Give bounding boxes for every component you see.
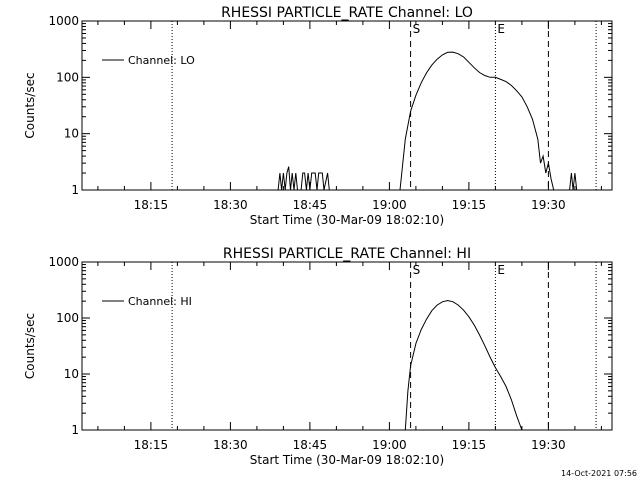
plot-frame bbox=[81, 261, 613, 431]
plot-frame bbox=[81, 20, 613, 191]
x-tick-label: 18:15 bbox=[134, 198, 169, 212]
y-axis-label: Counts/sec bbox=[23, 313, 37, 379]
x-tick-label: 19:30 bbox=[531, 438, 566, 452]
series-line bbox=[277, 166, 330, 191]
x-tick-label: 18:15 bbox=[134, 438, 169, 452]
footer-timestamp: 14-Oct-2021 07:56 bbox=[561, 469, 637, 478]
y-tick-label: 1 bbox=[71, 183, 79, 197]
x-tick-label: 18:30 bbox=[213, 438, 248, 452]
y-tick-label: 1000 bbox=[48, 14, 79, 28]
marker-label: S bbox=[413, 22, 421, 36]
x-tick-label: 18:30 bbox=[213, 198, 248, 212]
hi-channel-panel: RHESSI PARTICLE_RATE Channel: HI 1 10 100 10… bbox=[23, 246, 613, 467]
x-tick-label: 19:30 bbox=[531, 198, 566, 212]
y-tick-label: 10 bbox=[64, 367, 79, 381]
lo-channel-panel: RHESSI PARTICLE_RATE Channel: LO 1 10 100 10… bbox=[23, 5, 613, 227]
y-tick-label: 1 bbox=[71, 423, 79, 437]
y-tick-label: 10 bbox=[64, 127, 79, 141]
y-tick-label: 1000 bbox=[48, 255, 79, 269]
x-axis-label: Start Time (30-Mar-09 18:02:10) bbox=[250, 213, 444, 227]
x-tick-label: 19:15 bbox=[452, 198, 487, 212]
x-tick-label: 19:00 bbox=[372, 438, 407, 452]
y-tick-label: 100 bbox=[56, 70, 79, 84]
marker-label: E bbox=[497, 22, 505, 36]
x-tick-label: 18:45 bbox=[293, 438, 328, 452]
marker-label: E bbox=[497, 263, 505, 277]
x-tick-label: 19:00 bbox=[372, 198, 407, 212]
y-axis-label: Counts/sec bbox=[23, 72, 37, 138]
y-tick-label: 100 bbox=[56, 311, 79, 325]
series-line bbox=[399, 51, 578, 191]
marker-label: S bbox=[413, 263, 421, 277]
legend-entry: Channel: LO bbox=[128, 54, 195, 67]
chart-title: RHESSI PARTICLE_RATE Channel: LO bbox=[221, 5, 473, 21]
chart-title: RHESSI PARTICLE_RATE Channel: HI bbox=[223, 246, 471, 262]
x-tick-label: 19:15 bbox=[452, 438, 487, 452]
x-axis-label: Start Time (30-Mar-09 18:02:10) bbox=[250, 453, 444, 467]
legend-entry: Channel: HI bbox=[128, 295, 192, 308]
x-tick-label: 18:45 bbox=[293, 198, 328, 212]
series-line bbox=[404, 299, 523, 431]
